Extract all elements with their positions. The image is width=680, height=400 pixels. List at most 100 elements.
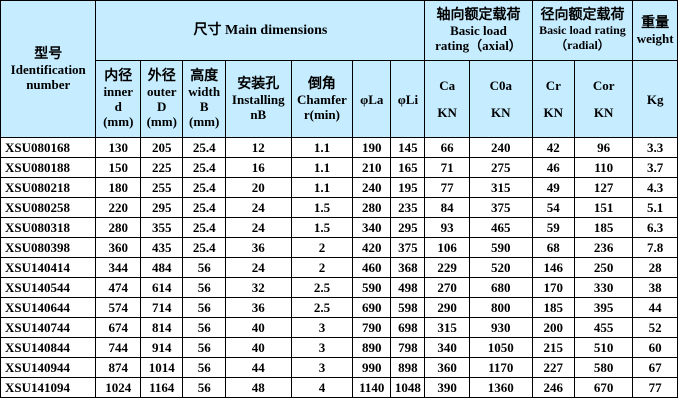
cell-li: 498	[390, 277, 426, 298]
cell-outer-d: 714	[140, 297, 184, 318]
cell-ca: 77	[424, 177, 470, 198]
cell-cor: 250	[573, 257, 634, 278]
cell-li: 598	[390, 297, 426, 318]
cell-li: 798	[390, 337, 426, 358]
install-en: Installing	[231, 91, 285, 107]
cell-chamfer: 3	[290, 317, 354, 338]
cell-outer-d: 205	[140, 137, 184, 158]
cell-la: 280	[352, 197, 392, 218]
c0a-unit: KN	[491, 105, 511, 120]
cell-inner-d: 220	[95, 197, 142, 218]
cell-li: 698	[390, 317, 426, 338]
cell-height-b: 25.4	[182, 237, 226, 258]
cell-inner-d: 674	[95, 317, 142, 338]
cell-chamfer: 1.5	[290, 217, 354, 238]
cell-cr: 215	[531, 337, 576, 358]
table-row: XSU140644 574 714 56 36 2.5 690 598 290 800 185 395…	[0, 297, 678, 318]
inner-sym: d	[114, 99, 122, 114]
table-row: XSU141094 1024 1164 56 48 4 1140 1048 390 1360 246…	[0, 377, 678, 398]
cell-chamfer: 2.5	[290, 297, 354, 318]
li-header: φLi	[390, 60, 426, 138]
cell-outer-d: 355	[140, 217, 184, 238]
cell-chamfer: 2	[290, 257, 354, 278]
cell-c0a: 465	[468, 217, 533, 238]
axial-load-en1: Basic load	[450, 23, 507, 38]
cell-outer-d: 614	[140, 277, 184, 298]
cell-ca: 270	[424, 277, 470, 298]
cell-inner-d: 150	[95, 157, 142, 178]
outer-unit: (mm)	[146, 114, 177, 129]
table-row: XSU080398 360 435 25.4 36 2 420 375 106 590 68 236 7…	[0, 237, 678, 258]
cell-height-b: 25.4	[182, 197, 226, 218]
cell-inner-d: 360	[95, 237, 142, 258]
install-zh: 安装孔	[237, 76, 280, 92]
cell-inner-d: 1024	[95, 377, 142, 398]
cell-install-nb: 44	[224, 357, 292, 378]
cr-unit: KN	[543, 105, 564, 120]
cell-id: XSU080218	[0, 177, 97, 198]
cell-inner-d: 574	[95, 297, 142, 318]
cell-chamfer: 1.1	[290, 177, 354, 198]
cell-c0a: 800	[468, 297, 533, 318]
c0a-header: C0a KN	[468, 60, 533, 138]
cell-la: 190	[352, 137, 392, 158]
cell-ca: 360	[424, 357, 470, 378]
cell-la: 990	[352, 357, 392, 378]
cell-install-nb: 12	[224, 137, 292, 158]
cell-inner-d: 130	[95, 137, 142, 158]
cell-li: 165	[390, 157, 426, 178]
cell-height-b: 25.4	[182, 157, 226, 178]
cell-la: 690	[352, 297, 392, 318]
cell-cr: 54	[531, 197, 576, 218]
cell-inner-d: 874	[95, 357, 142, 378]
inner-zh: 内径	[104, 69, 133, 84]
cr-label: Cr	[545, 78, 561, 93]
cell-la: 240	[352, 177, 392, 198]
weight-en: weight	[636, 30, 674, 46]
la-header: φLa	[352, 60, 392, 138]
cell-id: XSU140544	[0, 277, 97, 298]
cell-install-nb: 24	[224, 257, 292, 278]
cell-cr: 200	[531, 317, 576, 338]
cor-label: Cor	[592, 78, 615, 93]
cell-weight: 3.3	[632, 137, 678, 158]
cell-weight: 5.1	[632, 197, 678, 218]
cell-install-nb: 40	[224, 337, 292, 358]
cell-id: XSU140844	[0, 337, 97, 358]
table-row: XSU080188 150 225 25.4 16 1.1 210 165 71 275 46 110…	[0, 157, 678, 178]
outer-diameter-header: 外径 outer D (mm)	[140, 60, 184, 138]
cell-weight: 6.3	[632, 217, 678, 238]
cell-height-b: 56	[182, 297, 226, 318]
table-row: XSU140544 474 614 56 32 2.5 590 498 270 680 170 330…	[0, 277, 678, 298]
cell-la: 790	[352, 317, 392, 338]
cell-height-b: 56	[182, 277, 226, 298]
cell-outer-d: 914	[140, 337, 184, 358]
cell-cr: 170	[531, 277, 576, 298]
cell-chamfer: 1.1	[290, 137, 354, 158]
radial-load-en1: Basic load rating	[539, 23, 626, 37]
cell-cor: 670	[573, 377, 634, 398]
ca-label: Ca	[439, 78, 456, 93]
cell-cr: 227	[531, 357, 576, 378]
install-holes-header: 安装孔 Installing nB	[224, 60, 292, 138]
cell-cr: 49	[531, 177, 576, 198]
table-row: XSU080258 220 295 25.4 24 1.5 280 235 84 375 54 151…	[0, 197, 678, 218]
axial-load-zh: 轴向额定载荷	[436, 8, 521, 23]
cell-height-b: 25.4	[182, 177, 226, 198]
cell-outer-d: 435	[140, 237, 184, 258]
inner-diameter-header: 内径 inner d (mm)	[95, 60, 142, 138]
cell-weight: 77	[632, 377, 678, 398]
cell-cr: 185	[531, 297, 576, 318]
cell-install-nb: 24	[224, 217, 292, 238]
radial-load-en2: （radial）	[555, 38, 610, 52]
cell-c0a: 315	[468, 177, 533, 198]
radial-load-zh: 径向额定载荷	[540, 8, 625, 23]
axial-load-en2: rating（axial）	[435, 38, 522, 53]
cell-inner-d: 744	[95, 337, 142, 358]
cell-li: 235	[390, 197, 426, 218]
cell-cor: 96	[573, 137, 634, 158]
cell-c0a: 375	[468, 197, 533, 218]
inner-en: inner	[103, 84, 134, 99]
table-row: XSU080218 180 255 25.4 20 1.1 240 195 77 315 49 127…	[0, 177, 678, 198]
cell-id: XSU080258	[0, 197, 97, 218]
